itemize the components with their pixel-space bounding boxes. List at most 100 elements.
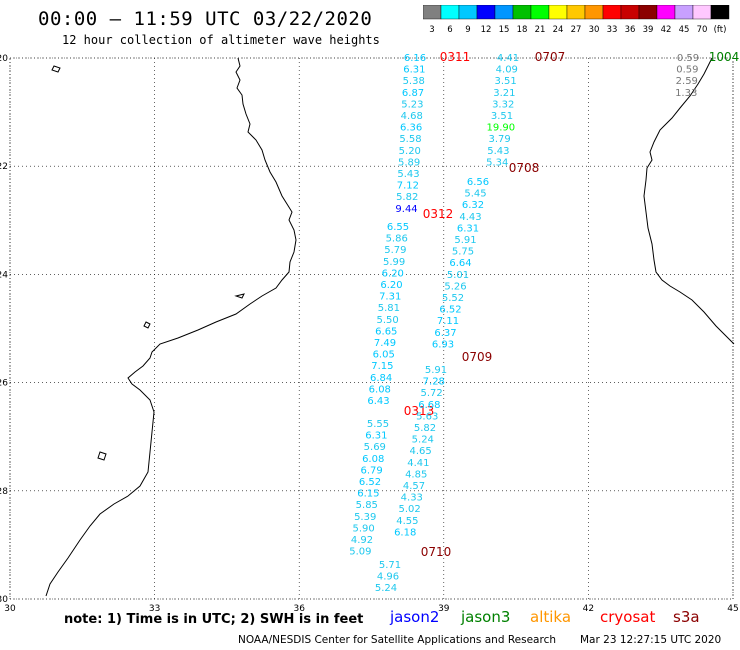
wave-height-value: 4.92 <box>351 535 373 546</box>
wave-height-value: 6.20 <box>382 268 404 279</box>
wave-height-value: 6.65 <box>375 326 397 337</box>
wave-height-value: 6.31 <box>457 223 479 234</box>
pass-label: 0311 <box>440 50 471 64</box>
colorbar-label: 12 <box>481 25 492 35</box>
wave-height-value: 6.05 <box>373 350 395 361</box>
colorbar-swatch <box>710 5 730 20</box>
units-note: note: 1) Time is in UTC; 2) SWH is in fe… <box>64 612 364 627</box>
map-subtitle: 12 hour collection of altimeter wave hei… <box>62 33 380 47</box>
wave-height-readings: 6.166.315.386.875.234.686.365.585.205.89… <box>349 50 739 594</box>
wave-height-value: 4.65 <box>409 446 431 457</box>
wave-height-value: 5.24 <box>412 435 434 446</box>
wave-height-value: 4.85 <box>405 469 427 480</box>
map-title: 00:00 – 11:59 UTC 03/22/2020 <box>38 8 373 30</box>
colorbar-label: 9 <box>465 25 470 35</box>
legend-jason3: jason3 <box>461 608 511 626</box>
wave-height-value: 4.41 <box>407 458 429 469</box>
wave-height-value: 6.08 <box>362 454 384 465</box>
wave-height-value: 6.55 <box>387 222 409 233</box>
wave-height-value: 5.34 <box>486 157 508 168</box>
wave-height-value: 19.90 <box>486 123 515 134</box>
colorbar-label: 36 <box>625 25 636 35</box>
island <box>234 293 245 299</box>
legend-jason2: jason2 <box>390 608 440 626</box>
coastline <box>45 57 735 597</box>
wave-height-value: 5.69 <box>364 442 386 453</box>
wave-height-value: 6.16 <box>404 53 426 64</box>
wave-height-value: 6.56 <box>467 177 489 188</box>
pass-label: 0312 <box>423 207 454 221</box>
wave-height-value: 6.87 <box>402 88 424 99</box>
colorbar-label: 6 <box>447 25 452 35</box>
africa-coastline <box>45 57 297 597</box>
wave-height-value: 5.81 <box>378 303 400 314</box>
wave-height-value: 5.02 <box>398 504 420 515</box>
wave-height-value: 4.96 <box>377 572 399 583</box>
wave-height-value: 4.33 <box>401 493 423 504</box>
wave-height-value: 6.36 <box>400 123 422 134</box>
wave-height-value: 6.32 <box>462 200 484 211</box>
wave-height-value: 5.75 <box>452 247 474 258</box>
wave-height-value: 5.43 <box>397 169 419 180</box>
pass-label: 0707 <box>535 50 566 64</box>
lon-label: 33 <box>149 604 160 614</box>
wave-height-value: 0.59 <box>676 65 698 76</box>
madagascar-coastline <box>643 57 735 345</box>
legend-altika: altika <box>530 608 572 626</box>
wave-height-value: 7.28 <box>423 377 445 388</box>
wave-height-value: 4.43 <box>459 212 481 223</box>
wave-height-value: 6.20 <box>380 280 402 291</box>
footer-credit: NOAA/NESDIS Center for Satellite Applica… <box>238 634 556 646</box>
lon-label: 42 <box>583 604 594 614</box>
island <box>51 65 61 73</box>
wave-height-value: 6.68 <box>418 400 440 411</box>
wave-height-value: 3.79 <box>488 134 510 145</box>
wave-height-value: 0.59 <box>677 53 699 64</box>
lat-label: -24 <box>0 270 8 280</box>
wave-height-value: 5.45 <box>464 189 486 200</box>
colorbar-label: (ft) <box>714 25 727 35</box>
wave-height-value: 1.33 <box>675 88 697 99</box>
colorbar-label: 27 <box>571 25 582 35</box>
wave-height-value: 3.21 <box>493 88 515 99</box>
lon-label: 30 <box>4 604 16 614</box>
track-0707: 4.414.093.513.213.323.5119.903.795.435.3… <box>486 50 565 168</box>
wave-height-value: 5.38 <box>403 76 425 87</box>
wave-height-value: 4.55 <box>396 516 418 527</box>
wave-height-value: 3.51 <box>491 111 513 122</box>
legend-cryosat: cryosat <box>600 608 656 626</box>
wave-height-value: 3.32 <box>492 99 514 110</box>
wave-height-value: 5.24 <box>375 583 397 594</box>
wave-height-colorbar: 3 6 9 12 15 18 21 24 27 30 33 36 39 42 45 70 (ft) <box>423 5 730 35</box>
lat-label: -26 <box>0 379 8 389</box>
wave-height-value: 5.89 <box>398 157 420 168</box>
colorbar-label: 21 <box>535 25 546 35</box>
colorbar-label: 45 <box>679 25 690 35</box>
wave-height-value: 6.93 <box>432 339 454 350</box>
wave-height-value: 6.52 <box>359 477 381 488</box>
wave-height-value: 3.51 <box>494 76 516 87</box>
pass-label: 0708 <box>509 161 540 175</box>
wave-height-value: 7.15 <box>371 361 393 372</box>
wave-height-value: 6.18 <box>394 527 416 538</box>
wave-height-value: 6.43 <box>367 396 389 407</box>
wave-height-value: 5.79 <box>384 245 406 256</box>
wave-height-value: 5.91 <box>454 235 476 246</box>
wave-height-value: 6.15 <box>357 489 379 500</box>
wave-height-value: 5.72 <box>420 388 442 399</box>
pass-label: 0709 <box>462 350 493 364</box>
wave-height-value: 5.71 <box>379 560 401 571</box>
wave-height-value: 7.49 <box>374 338 396 349</box>
wave-height-value: 4.68 <box>401 111 423 122</box>
colorbar-label: 18 <box>517 25 528 35</box>
lat-label: -28 <box>0 487 8 497</box>
colorbar-label: 42 <box>661 25 672 35</box>
wave-height-value: 7.31 <box>379 292 401 303</box>
wave-height-value: 5.90 <box>352 523 374 534</box>
island <box>97 451 107 461</box>
wave-height-value: 5.39 <box>354 512 376 523</box>
wave-height-value: 5.85 <box>356 500 378 511</box>
map-border <box>9 57 734 600</box>
